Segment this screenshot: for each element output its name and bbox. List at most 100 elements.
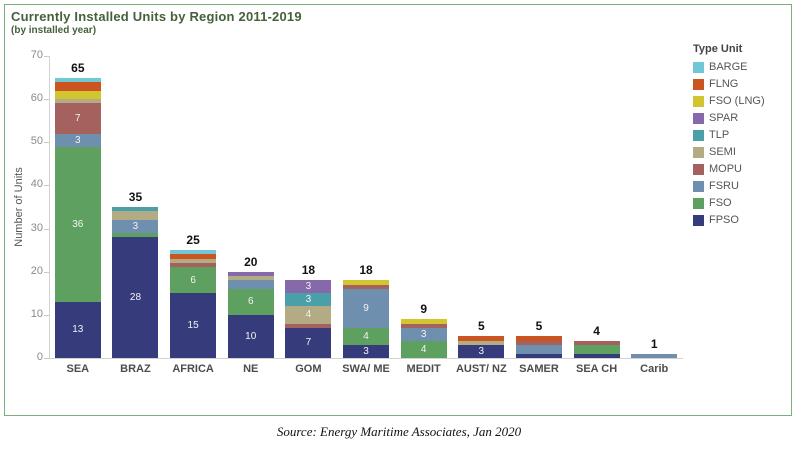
bar-segment-FSO[interactable]: 6 xyxy=(227,288,274,315)
bar-segment-FSRU[interactable] xyxy=(631,353,678,358)
bar-segment-FSRU[interactable] xyxy=(227,280,274,289)
legend-item-tlp[interactable]: TLP xyxy=(693,127,789,143)
segment-value-label: 3 xyxy=(75,134,81,146)
bar-segment-FSRU[interactable]: 3 xyxy=(54,133,101,147)
legend-swatch-icon xyxy=(693,61,704,73)
y-axis-line xyxy=(49,56,50,359)
bar-segment-FLNG[interactable] xyxy=(170,254,217,259)
legend-title: Type Unit xyxy=(693,43,743,55)
bar-segment-SEMI[interactable]: 4 xyxy=(285,306,332,324)
segment-value-label: 15 xyxy=(187,320,199,332)
x-axis-label: AFRICA xyxy=(172,363,214,375)
segment-value-label: 36 xyxy=(72,218,84,230)
bar-slot: 1 xyxy=(625,56,683,358)
legend-item-label: TLP xyxy=(709,129,730,141)
y-tick-label: 60 xyxy=(30,92,43,105)
bar-segment-MOPU[interactable]: 7 xyxy=(54,103,101,134)
segment-value-label: 4 xyxy=(420,343,427,355)
legend-item-fso-lng-[interactable]: FSO (LNG) xyxy=(693,93,789,109)
chart-title: Currently Installed Units by Region 2011… xyxy=(11,9,302,24)
bar-total-label: 5 xyxy=(477,319,485,334)
bar-segment-MOPU[interactable] xyxy=(400,323,447,328)
bar-segment-MOPU[interactable] xyxy=(285,323,332,328)
bar-segment-FPSO[interactable] xyxy=(515,353,562,358)
bar-segment-BARGE[interactable] xyxy=(170,250,217,255)
y-tick-label: 30 xyxy=(30,221,43,234)
bar-segment-FPSO[interactable]: 13 xyxy=(54,301,101,358)
bar-segment-SEMI[interactable] xyxy=(112,211,159,220)
bar-segment-FPSO[interactable]: 3 xyxy=(458,345,505,358)
y-tick-mark xyxy=(44,185,49,187)
y-tick-mark xyxy=(44,142,49,144)
bar-segment-BARGE[interactable] xyxy=(54,77,101,82)
bar-segment-MOPU[interactable] xyxy=(343,284,390,289)
bar-segment-FPSO[interactable]: 3 xyxy=(343,345,390,358)
bar-segment-MOPU[interactable] xyxy=(170,263,217,268)
bar-segment-FSO (LNG)[interactable] xyxy=(343,280,390,285)
bar-segment-FPSO[interactable]: 7 xyxy=(285,327,332,358)
bar-segment-FLNG[interactable] xyxy=(54,81,101,91)
bar-segment-FLNG[interactable] xyxy=(515,336,562,341)
x-axis-label: BRAZ xyxy=(120,363,151,375)
bar-segment-FPSO[interactable]: 28 xyxy=(112,237,159,358)
legend-item-label: SEMI xyxy=(709,146,736,158)
bar-segment-MOPU[interactable] xyxy=(515,340,562,346)
legend-item-fso[interactable]: FSO xyxy=(693,195,789,211)
bar-slot: 5 xyxy=(510,56,568,358)
bar-total-label: 5 xyxy=(535,319,543,334)
bar-segment-SEMI[interactable] xyxy=(458,340,505,346)
bar-total-label: 25 xyxy=(186,233,200,248)
segment-value-label: 7 xyxy=(305,337,312,349)
source-caption: Source: Energy Maritime Associates, Jan … xyxy=(276,424,522,439)
x-axis-label: NE xyxy=(243,363,259,375)
chart-subtitle: (by installed year) xyxy=(11,25,97,36)
bar-slot: 20 6 10 xyxy=(222,56,280,358)
legend-item-label: FSO xyxy=(709,197,732,209)
bar-segment-SEMI[interactable] xyxy=(54,99,101,104)
bar-segment-SPAR[interactable] xyxy=(227,271,274,277)
bar-segment-SPAR[interactable]: 3 xyxy=(285,280,332,294)
bar-total-label: 65 xyxy=(71,60,85,75)
legend-item-fpso[interactable]: FPSO xyxy=(693,212,789,228)
bar-segment-SEMI[interactable] xyxy=(170,258,217,264)
segment-value-label: 10 xyxy=(245,330,257,342)
bar-segment-FSO (LNG)[interactable] xyxy=(400,319,447,324)
legend-swatch-icon xyxy=(693,129,704,141)
bar-segment-FSO[interactable]: 4 xyxy=(343,327,390,346)
bar-stack-SAMER xyxy=(515,336,562,358)
y-tick-label: 10 xyxy=(30,307,43,320)
bar-segment-FSRU[interactable]: 3 xyxy=(112,219,159,233)
bar-segment-FSO[interactable]: 36 xyxy=(54,146,101,302)
bar-segment-FPSO[interactable]: 10 xyxy=(227,314,274,358)
bar-segment-FSO[interactable]: 4 xyxy=(400,340,447,358)
bar-total-label: 18 xyxy=(359,263,373,278)
bar-segment-TLP[interactable]: 3 xyxy=(285,293,332,307)
legend-item-mopu[interactable]: MOPU xyxy=(693,161,789,177)
legend-swatch-icon xyxy=(693,146,704,158)
bar-segment-TLP[interactable] xyxy=(112,207,159,212)
bar-segment-FSRU[interactable] xyxy=(515,345,562,354)
bar-segment-FSO[interactable] xyxy=(112,232,159,238)
legend-item-flng[interactable]: FLNG xyxy=(693,76,789,92)
legend-item-spar[interactable]: SPAR xyxy=(693,110,789,126)
bar-segment-FLNG[interactable] xyxy=(458,336,505,341)
x-axis-label: SEA xyxy=(66,363,90,375)
segment-value-label: 3 xyxy=(363,346,369,358)
bar-segment-FSRU[interactable]: 3 xyxy=(400,327,447,341)
bar-slot: 35 3 28 xyxy=(107,56,165,358)
bar-segment-FPSO[interactable]: 15 xyxy=(170,293,217,358)
legend-item-barge[interactable]: BARGE xyxy=(693,59,789,75)
bar-segment-FPSO[interactable] xyxy=(573,353,620,358)
bar-segment-FSO (LNG)[interactable] xyxy=(54,90,101,100)
legend-item-semi[interactable]: SEMI xyxy=(693,144,789,160)
legend-item-label: FPSO xyxy=(709,214,739,226)
x-axis-labels: SEA BRAZ AFRICA NE GOM SWA/ ME MEDIT AUST/ NZ SA… xyxy=(49,363,683,375)
bar-segment-SEMI[interactable] xyxy=(227,276,274,281)
bar-segment-FSRU[interactable]: 9 xyxy=(343,288,390,328)
bar-segment-FSO[interactable]: 6 xyxy=(170,267,217,294)
legend-item-fsru[interactable]: FSRU xyxy=(693,178,789,194)
segment-value-label: 3 xyxy=(478,346,485,358)
bar-segment-FSO[interactable] xyxy=(573,345,620,354)
bar-segment-MOPU[interactable] xyxy=(573,340,620,346)
